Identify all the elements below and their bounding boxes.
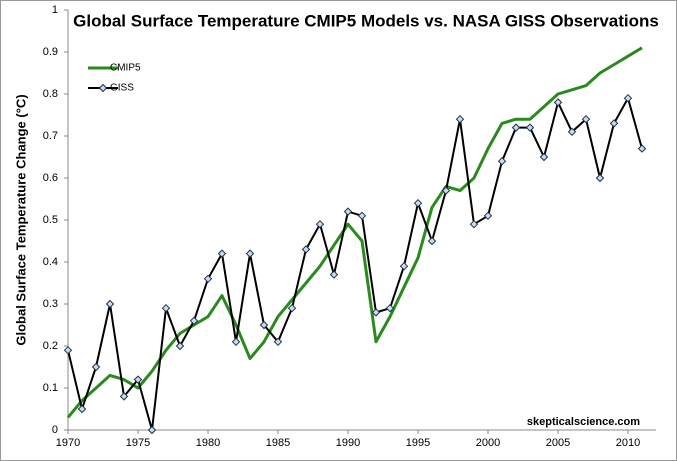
data-point [357, 211, 367, 221]
x-tick-label: 1995 [406, 437, 430, 449]
data-point [147, 425, 157, 435]
chart-title: Global Surface Temperature CMIP5 Models … [73, 11, 659, 30]
data-point [511, 123, 521, 132]
data-point [539, 152, 549, 162]
data-point [609, 119, 619, 128]
data-point [567, 127, 577, 137]
x-tick-label: 2000 [476, 437, 500, 449]
data-point [189, 316, 199, 326]
data-point [105, 299, 115, 309]
data-point [553, 98, 563, 107]
y-tick-label: 0.4 [43, 256, 58, 268]
legend-marker [98, 83, 108, 93]
data-point [63, 345, 73, 355]
x-tick-label: 1980 [196, 437, 220, 449]
y-tick-label: 0.6 [43, 172, 58, 184]
data-point [231, 337, 241, 347]
data-point [399, 261, 409, 271]
data-point [385, 303, 395, 313]
data-point [133, 375, 143, 384]
data-point [483, 211, 493, 221]
data-point [623, 93, 633, 103]
watermark: skepticalscience.com [527, 416, 640, 428]
y-tick-label: 0.8 [43, 88, 58, 100]
data-point [175, 341, 185, 351]
data-point [203, 274, 213, 284]
x-tick-label: 1970 [56, 437, 80, 449]
x-tick-label: 1985 [266, 437, 290, 449]
y-tick-label: 0.2 [43, 340, 58, 352]
data-point [119, 392, 129, 401]
data-point [315, 219, 325, 229]
y-tick-label: 0 [52, 424, 58, 436]
y-axis-label: Global Surface Temperature Change (°C) [13, 94, 28, 345]
data-point [441, 186, 451, 195]
data-point [287, 303, 297, 313]
data-point [91, 362, 101, 372]
x-tick-label: 2005 [546, 437, 570, 449]
data-point [413, 198, 423, 208]
x-tick-label: 1975 [126, 437, 150, 449]
data-point [637, 144, 647, 153]
data-point [161, 303, 171, 313]
data-point [343, 207, 353, 216]
data-point [497, 156, 507, 166]
data-point [273, 337, 283, 347]
data-point [245, 249, 255, 258]
data-point [581, 114, 591, 124]
data-point [427, 236, 437, 246]
data-point [371, 308, 381, 317]
series-line [67, 97, 643, 431]
data-point [595, 173, 605, 183]
data-point [301, 245, 311, 254]
x-tick-label: 1990 [336, 437, 360, 449]
data-point [455, 114, 465, 124]
series-line [66, 46, 643, 419]
x-tick-label: 2010 [616, 437, 640, 449]
data-point [329, 270, 339, 279]
data-point [259, 320, 269, 330]
y-tick-label: 0.1 [43, 382, 58, 394]
data-point [217, 249, 227, 258]
legend-label: CMIP5 [110, 63, 141, 74]
y-tick-label: 0.3 [43, 298, 58, 310]
y-tick-label: 0.7 [43, 130, 58, 142]
y-tick-label: 0.9 [43, 46, 58, 58]
data-point [469, 219, 479, 229]
y-tick-label: 1 [52, 4, 58, 16]
y-tick-label: 0.5 [43, 214, 58, 226]
data-point [525, 123, 535, 132]
data-point [77, 404, 87, 414]
legend-label: GISS [110, 83, 134, 94]
